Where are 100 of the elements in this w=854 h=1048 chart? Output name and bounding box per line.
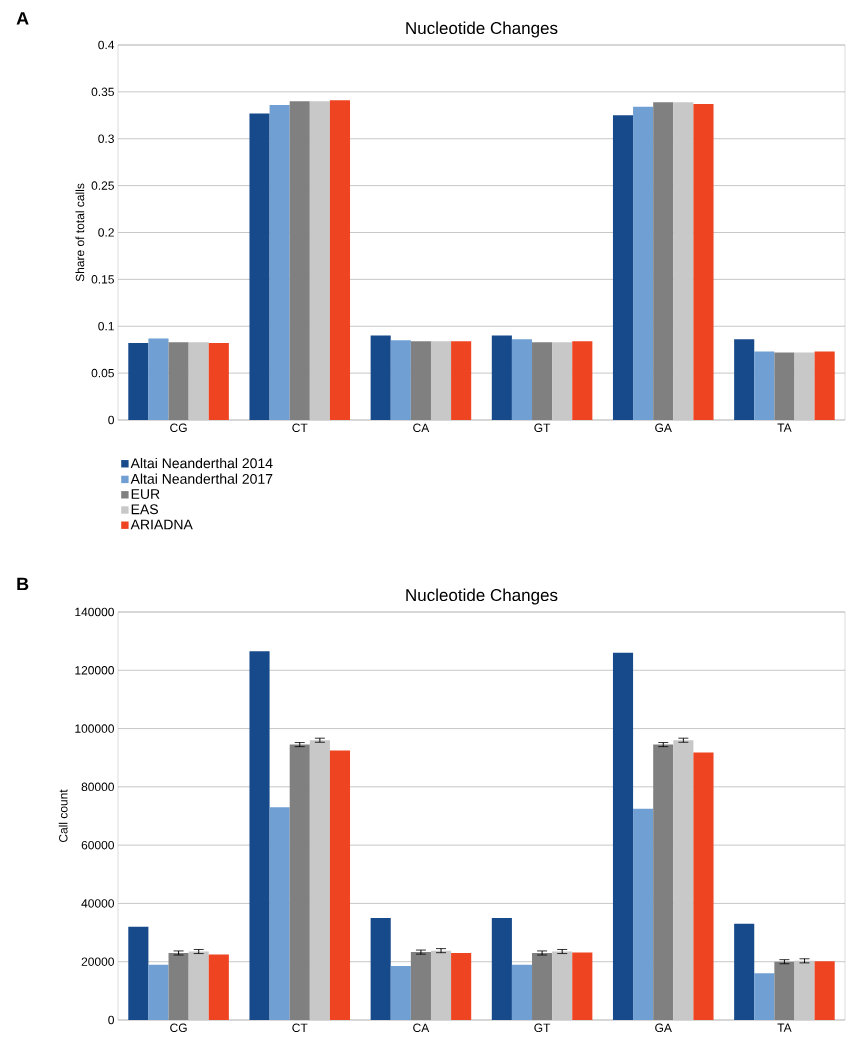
- bar: [128, 926, 149, 1020]
- bar: [188, 951, 209, 1020]
- y-tick-label: 60000: [81, 840, 114, 850]
- text: A: [16, 12, 29, 25]
- bar: [794, 960, 815, 1020]
- y-tick-label: 0.3: [98, 134, 114, 143]
- bar: [633, 106, 654, 420]
- bar: [249, 651, 270, 1020]
- bar: [774, 961, 795, 1020]
- y-tick-label: 0: [108, 415, 114, 425]
- bar: [168, 342, 189, 420]
- y-tick-label: 40000: [81, 899, 114, 908]
- y-tick-label: 0.25: [91, 181, 114, 190]
- y-tick-label: 0.05: [91, 368, 114, 378]
- bar: [410, 952, 431, 1020]
- bar: [754, 973, 775, 1020]
- bar: [370, 917, 391, 1020]
- bar: [572, 341, 593, 420]
- bar: [128, 343, 149, 420]
- bar: [673, 102, 694, 420]
- bar: [511, 339, 533, 420]
- bar: [532, 952, 553, 1020]
- bar: [491, 917, 512, 1020]
- bar: [148, 964, 169, 1020]
- bar: [370, 335, 391, 420]
- bar: [329, 750, 351, 1020]
- x-tick-label: CT: [292, 423, 308, 433]
- bar: [329, 100, 351, 420]
- y-tick-label: 0.15: [91, 275, 114, 284]
- text: B: [17, 577, 29, 591]
- bar: [612, 652, 634, 1020]
- x-tick-label: TA: [777, 423, 792, 432]
- bar: [390, 966, 411, 1020]
- bar: [653, 102, 674, 420]
- bar: [309, 101, 330, 420]
- y-axis-title: Share of total calls: [75, 183, 85, 282]
- bar: [148, 338, 169, 420]
- x-tick-label: GT: [534, 423, 551, 433]
- bar: [734, 339, 755, 420]
- bar: [289, 101, 310, 420]
- bar: [814, 351, 835, 420]
- y-tick-label: 0: [108, 1015, 114, 1025]
- bar: [774, 352, 795, 420]
- y-tick-label: 80000: [81, 782, 114, 792]
- y-tick-label: 140000: [75, 607, 114, 617]
- bar: [673, 740, 694, 1020]
- legend-label: Altai Neanderthal 2014: [130, 457, 273, 469]
- x-tick-label: GA: [655, 423, 672, 433]
- bar: [188, 342, 209, 420]
- bar: [309, 740, 330, 1020]
- legend-label: EUR: [131, 489, 160, 499]
- bar: [653, 744, 674, 1020]
- y-tick-label: 20000: [81, 957, 114, 966]
- bar: [451, 952, 472, 1020]
- bar: [693, 104, 714, 420]
- bar: [168, 952, 189, 1020]
- bar: [289, 744, 310, 1020]
- bar: [552, 951, 573, 1020]
- bar: [410, 341, 431, 420]
- x-tick-label: CG: [170, 1023, 187, 1033]
- bar: [208, 343, 229, 420]
- bar: [693, 752, 714, 1020]
- bar: [430, 950, 452, 1020]
- bar: [633, 808, 654, 1020]
- x-tick-label: CA: [413, 1023, 430, 1033]
- bar: [451, 341, 472, 420]
- legend-label: EAS: [131, 504, 158, 515]
- bar: [734, 923, 755, 1020]
- bar: [754, 351, 775, 420]
- bar: [249, 113, 270, 420]
- bar: [612, 115, 634, 420]
- x-tick-label: CT: [292, 1023, 308, 1033]
- x-tick-label: GA: [655, 1023, 672, 1033]
- y-tick-label: 0.2: [98, 228, 114, 237]
- y-tick-label: 0.4: [98, 40, 115, 50]
- bar: [491, 335, 512, 420]
- x-tick-label: CG: [170, 423, 187, 433]
- bar: [208, 954, 229, 1020]
- y-tick-label: 0.1: [98, 322, 114, 331]
- x-tick-label: TA: [777, 1023, 792, 1032]
- bar: [390, 340, 411, 420]
- y-axis-title: Call count: [58, 789, 68, 843]
- bar: [269, 104, 290, 420]
- y-tick-label: 0.35: [91, 87, 114, 97]
- chart-title: Nucleotide Changes: [406, 21, 558, 38]
- bar: [794, 352, 815, 420]
- bar: [269, 807, 290, 1020]
- bar: [552, 342, 573, 420]
- bar: [532, 342, 553, 420]
- y-tick-label: 120000: [75, 666, 114, 675]
- bar: [814, 961, 835, 1020]
- y-tick-label: 100000: [75, 724, 114, 733]
- bar: [511, 964, 533, 1020]
- legend-label: ARIADNA: [130, 519, 193, 530]
- bar: [430, 341, 452, 420]
- x-tick-label: GT: [534, 1023, 551, 1033]
- bar: [572, 952, 593, 1020]
- x-tick-label: CA: [413, 423, 430, 433]
- legend-label: Altai Neanderthal 2017: [130, 473, 273, 484]
- chart-title: Nucleotide Changes: [406, 588, 558, 605]
